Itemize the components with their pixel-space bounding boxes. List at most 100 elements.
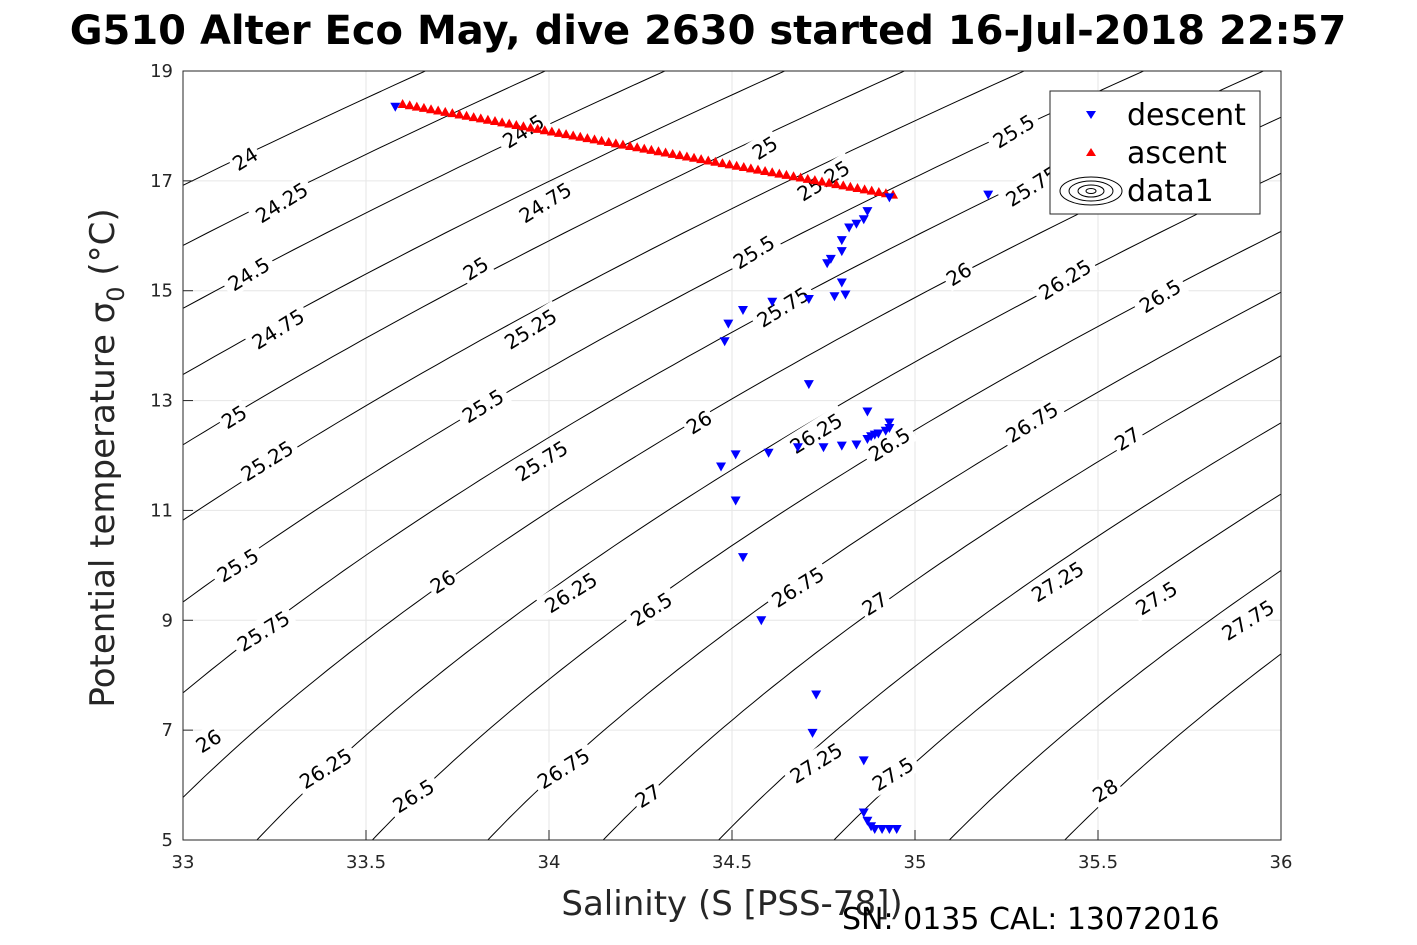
descent-point: [836, 278, 847, 288]
ascent-point: [873, 186, 884, 196]
descent-point: [884, 825, 895, 835]
ascent-point: [866, 185, 877, 195]
x-tick-label: 35: [904, 852, 927, 873]
x-axis-label: Salinity (S [PSS-78]): [561, 884, 902, 924]
y-tick-label: 9: [162, 610, 173, 631]
ascent-point: [852, 183, 863, 193]
ascent-point: [674, 150, 685, 160]
contour-label-halo: [536, 564, 605, 620]
descent-point: [723, 319, 734, 329]
contour-label-halo: [984, 106, 1043, 156]
contour-line: [717, 422, 1281, 840]
contour-label-halo: [188, 722, 228, 759]
ascent-point: [518, 121, 529, 131]
contour-label-halo: [510, 174, 580, 230]
contour-line: [183, 71, 667, 309]
x-tick-label: 33: [172, 852, 195, 873]
contour-label-halo: [506, 432, 576, 488]
contour-line: [948, 569, 1281, 840]
descent-point: [737, 305, 748, 315]
contour-label-halo: [781, 734, 851, 790]
descent-point: [840, 290, 851, 300]
descent-point: [390, 102, 401, 112]
ascent-point: [689, 152, 700, 162]
descent-point: [716, 462, 727, 472]
descent-series: [390, 102, 994, 835]
contour-label-halo: [423, 562, 462, 600]
descent-point: [858, 808, 869, 818]
ascent-point: [490, 116, 501, 126]
y-axis-ticks: 5 7 9 11 13 15 17 19: [150, 61, 193, 851]
contour-label-halo: [225, 139, 264, 177]
contour-label-halo: [628, 777, 667, 814]
y-axis-label-subscript: 0: [102, 286, 130, 301]
legend-entry-ascent: ascent: [1086, 136, 1227, 171]
contour-line: [602, 355, 1281, 840]
legend-label-ascent: ascent: [1127, 136, 1227, 171]
ascent-point: [660, 147, 671, 157]
ascent-point: [639, 143, 650, 153]
legend-box: [1049, 90, 1261, 215]
ascent-point: [724, 159, 735, 169]
ascent-point: [525, 122, 536, 132]
ascent-point: [511, 119, 522, 129]
ascent-point: [539, 125, 550, 135]
footer-serial-calibration: SN: 0135 CAL: 13072016: [842, 902, 1220, 937]
descent-point: [877, 825, 888, 835]
chart-title: G510 Alter Eco May, dive 2630 started 16…: [70, 8, 1347, 54]
contour-line: [183, 71, 786, 376]
descent-point: [737, 553, 748, 563]
x-tick-label: 35.5: [1078, 852, 1118, 873]
ascent-point: [717, 158, 728, 168]
contour-label-halo: [219, 248, 278, 298]
ascent-point: [781, 169, 792, 179]
ascent-point: [731, 160, 742, 170]
ascent-point: [475, 113, 486, 123]
contour-label-halo: [997, 393, 1066, 450]
descent-point: [756, 616, 767, 626]
contour-line: [1064, 653, 1281, 840]
descent-point: [884, 193, 895, 203]
contour-label-halo: [453, 380, 512, 430]
ascent-point: [497, 117, 508, 127]
ascent-point: [411, 101, 422, 111]
contour-label-halo: [863, 748, 922, 798]
legend-entry-descent: descent: [1086, 98, 1246, 133]
ascent-point: [795, 172, 806, 182]
descent-point: [862, 816, 873, 826]
contour-label-halo: [228, 602, 298, 659]
descent-point: [818, 443, 829, 453]
ascent-point: [482, 114, 493, 124]
ascent-point: [426, 104, 437, 114]
ascent-point: [617, 139, 628, 149]
ascent-point: [433, 105, 444, 115]
ascent-point: [582, 133, 593, 143]
ascent-point: [568, 130, 579, 140]
descent-point: [858, 215, 869, 225]
contour-label-halo: [495, 300, 565, 357]
ascent-point: [546, 126, 557, 136]
ascent-point: [561, 129, 572, 139]
descent-point: [803, 294, 814, 304]
descent-point: [869, 825, 880, 835]
ascent-point: [646, 144, 657, 154]
descent-point: [807, 728, 818, 738]
descent-point: [836, 236, 847, 246]
ascent-point: [767, 167, 778, 177]
y-tick-label: 19: [150, 61, 173, 82]
contour-label-halo: [621, 583, 681, 633]
legend-label-descent: descent: [1127, 98, 1246, 133]
ascent-point: [838, 180, 849, 190]
descent-point: [836, 441, 847, 451]
ascent-point: [447, 108, 458, 118]
contour-label-halo: [208, 540, 267, 590]
contour-label-halo: [246, 174, 316, 230]
contour-line: [183, 71, 1145, 603]
ascent-point: [575, 131, 586, 141]
legend: descent ascent data1: [1049, 90, 1261, 215]
ascent-point: [816, 176, 827, 186]
ascent-point: [681, 151, 692, 161]
contour-line: [256, 172, 1281, 840]
contour-line: [183, 71, 547, 247]
